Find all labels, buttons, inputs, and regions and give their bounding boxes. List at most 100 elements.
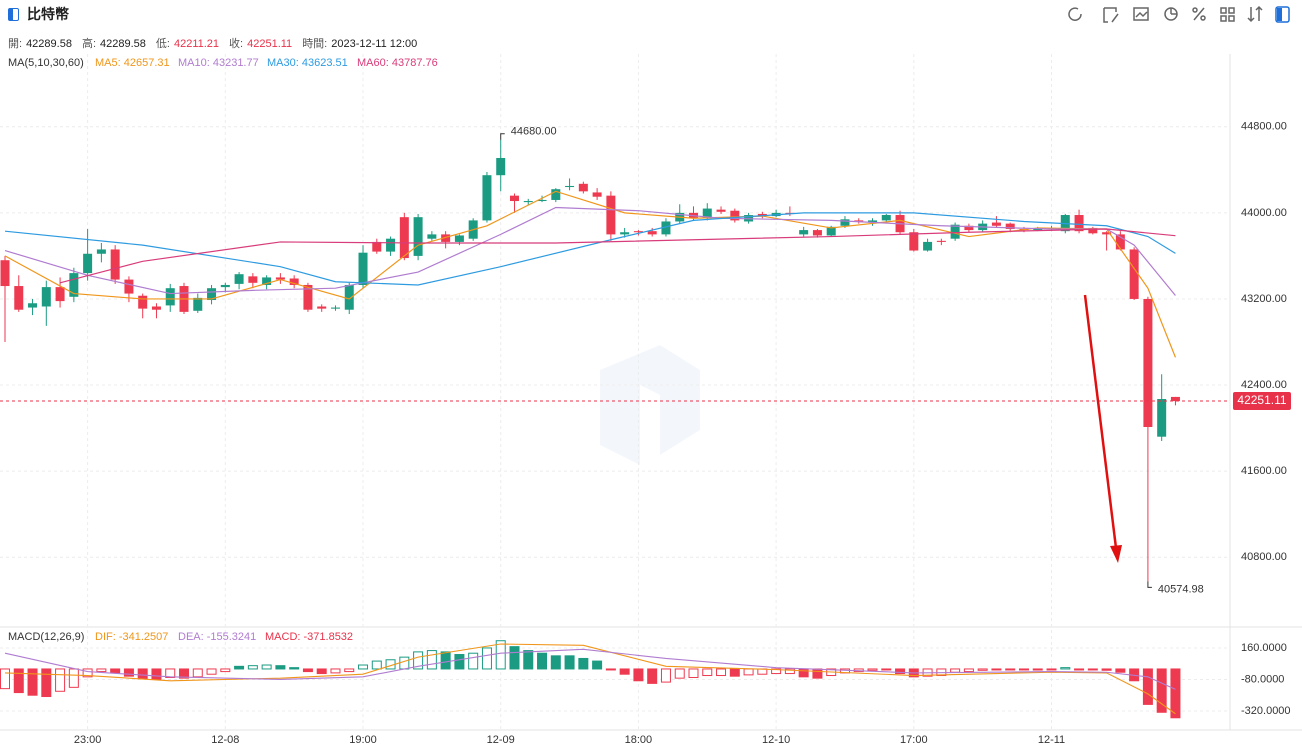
draw-icon[interactable] [1103,7,1119,23]
plot [0,133,1230,719]
ma-line [4,206,1176,296]
macd-bar [509,646,520,670]
panel-icon[interactable] [1275,6,1290,23]
candle-body [358,252,368,285]
header: 比特幣 開: 42289.58 高: 42289.58 低: 42211.21 收: 4225… [0,0,1302,54]
candle-body [812,230,822,236]
candle-body [716,209,726,212]
candle-body [799,230,809,235]
macd-bar [247,665,258,670]
macd-bar [165,668,176,678]
ma-line [59,228,1176,284]
ohlc-label: 開: [8,38,23,50]
refresh-icon[interactable] [1068,7,1082,21]
macd-bar [41,668,52,698]
sort-icon[interactable] [1247,5,1263,23]
candle-body [537,199,547,202]
legend-label: DEA: -155.3241 [178,631,256,643]
indicator-label: MA(5,10,30,60) [8,57,84,69]
chart-type-icon[interactable] [1133,7,1149,21]
macd-bar [206,668,217,675]
macd-bar [716,668,727,677]
macd-bar [234,665,245,670]
arrow-shaft [1083,294,1118,549]
macd-bar [192,668,203,678]
candle-body [1157,399,1167,437]
candle-body [1129,249,1139,299]
macd-bar [895,668,906,675]
candle-body [0,260,10,287]
macd-bar [564,655,575,670]
macd-bar [481,647,492,670]
macd-bar [289,667,300,670]
candle-body [193,297,203,311]
macd-bar [1156,668,1167,713]
macd-bar [743,668,754,676]
ma-line [4,190,1177,358]
macd-bar [151,668,162,680]
candle-body [620,232,630,235]
candle-body [757,213,767,217]
grid-icon[interactable] [1220,7,1227,14]
candle-body [1115,234,1125,250]
macd-bar [963,668,974,673]
macd-line [4,643,1176,715]
candle-body [730,210,740,221]
candle-body [413,217,423,256]
candle-body [1005,223,1015,230]
macd-bar [1142,668,1153,705]
macd-bar [27,668,38,696]
percent-icon[interactable] [1193,7,1205,21]
candle-body [441,234,451,242]
x-tick-label: 12-09 [487,734,515,746]
grid-icon-cell [1220,15,1227,22]
candle-body [207,288,217,301]
macd-bar [592,660,603,670]
candle-body [936,240,946,242]
macd-bar [991,668,1002,671]
candle-body [565,185,575,188]
candle-body [14,286,24,310]
macd-bar [179,668,190,679]
macd-bar [454,654,465,670]
grid-icon-cell [1228,7,1235,14]
candle-body [344,284,354,310]
y-tick-label: -320.0000 [1241,705,1291,717]
candle-body [83,253,93,274]
macd-bar [578,657,589,670]
toolbar [1068,5,1290,23]
candle-body [647,231,657,235]
x-tick-label: 12-11 [1038,734,1065,746]
candle-body [220,284,230,288]
macd-bar [68,668,79,688]
candle-body [991,222,1001,226]
candle-body [28,303,38,308]
candle-body [372,241,382,252]
macd-bar [633,668,644,682]
candle-body [138,295,148,309]
macd-bar [358,664,369,670]
ohlc-item: 高: 42289.58 [82,35,146,51]
ohlc-item: 開: 42289.58 [8,35,72,51]
y-tick-label: 44000.00 [1241,207,1287,219]
macd-bar [96,668,107,673]
candle-body [330,307,340,309]
candle-body [69,273,79,297]
legend-label: MA30: 43623.51 [267,57,348,69]
macd-bar [729,668,740,677]
ohlc-item: 低: 42211.21 [156,35,219,51]
y-tick-label: 160.0000 [1241,642,1287,654]
candle-body [1074,215,1084,232]
y-tick-label: 44800.00 [1241,121,1287,133]
candle-body [1102,232,1112,235]
title: 比特幣 [27,6,69,22]
macd-bar [275,665,286,670]
macd-bar [771,668,782,675]
candle-body [41,287,51,307]
candle-body [509,195,519,202]
candle-body [606,195,616,235]
x-tick-label: 12-10 [762,734,790,746]
y-tick-label: -80.0000 [1241,673,1284,685]
